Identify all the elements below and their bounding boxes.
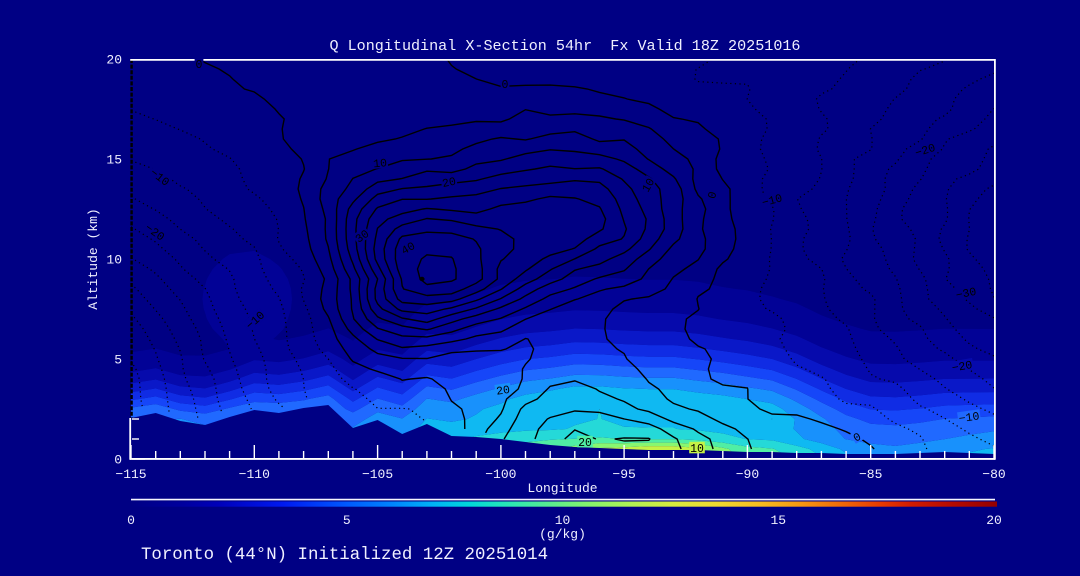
svg-text:0: 0 — [127, 513, 135, 528]
svg-text:−100: −100 — [485, 467, 516, 482]
svg-text:10: 10 — [690, 443, 704, 456]
svg-text:−10: −10 — [761, 192, 784, 210]
svg-text:−95: −95 — [612, 467, 635, 482]
svg-text:−110: −110 — [239, 467, 270, 482]
svg-text:40: 40 — [399, 240, 418, 258]
svg-text:0: 0 — [196, 59, 203, 72]
svg-text:Q Longitudinal X-Section 54hr: Q Longitudinal X-Section 54hr Fx Valid 1… — [329, 37, 800, 55]
svg-text:Longitude: Longitude — [527, 481, 597, 496]
svg-text:10: 10 — [555, 513, 571, 528]
svg-text:−20: −20 — [914, 142, 938, 161]
svg-text:0: 0 — [502, 79, 509, 92]
svg-text:−105: −105 — [362, 467, 393, 482]
svg-text:10: 10 — [106, 253, 122, 268]
svg-text:5: 5 — [343, 513, 351, 528]
svg-text:0: 0 — [706, 190, 720, 200]
svg-text:15: 15 — [106, 153, 122, 168]
svg-text:−30: −30 — [955, 286, 978, 303]
svg-text:−20: −20 — [951, 359, 974, 375]
svg-text:−80: −80 — [982, 467, 1005, 482]
svg-text:−85: −85 — [859, 467, 882, 482]
svg-text:15: 15 — [770, 513, 786, 528]
svg-text:20: 20 — [495, 384, 511, 399]
svg-text:20: 20 — [578, 437, 592, 450]
svg-text:−90: −90 — [736, 467, 759, 482]
svg-text:Toronto (44°N) Initialized 12Z: Toronto (44°N) Initialized 12Z 20251014 — [141, 546, 548, 565]
svg-text:0: 0 — [114, 453, 122, 468]
svg-text:10: 10 — [640, 176, 658, 195]
svg-text:−10: −10 — [958, 410, 980, 426]
svg-text:Altitude (km): Altitude (km) — [86, 208, 101, 309]
svg-text:10: 10 — [373, 157, 388, 171]
svg-text:20: 20 — [441, 175, 457, 191]
svg-text:5: 5 — [114, 353, 122, 368]
svg-text:20: 20 — [106, 53, 122, 68]
svg-text:(g/kg): (g/kg) — [539, 527, 586, 542]
svg-text:−115: −115 — [115, 467, 146, 482]
svg-text:20: 20 — [986, 513, 1002, 528]
